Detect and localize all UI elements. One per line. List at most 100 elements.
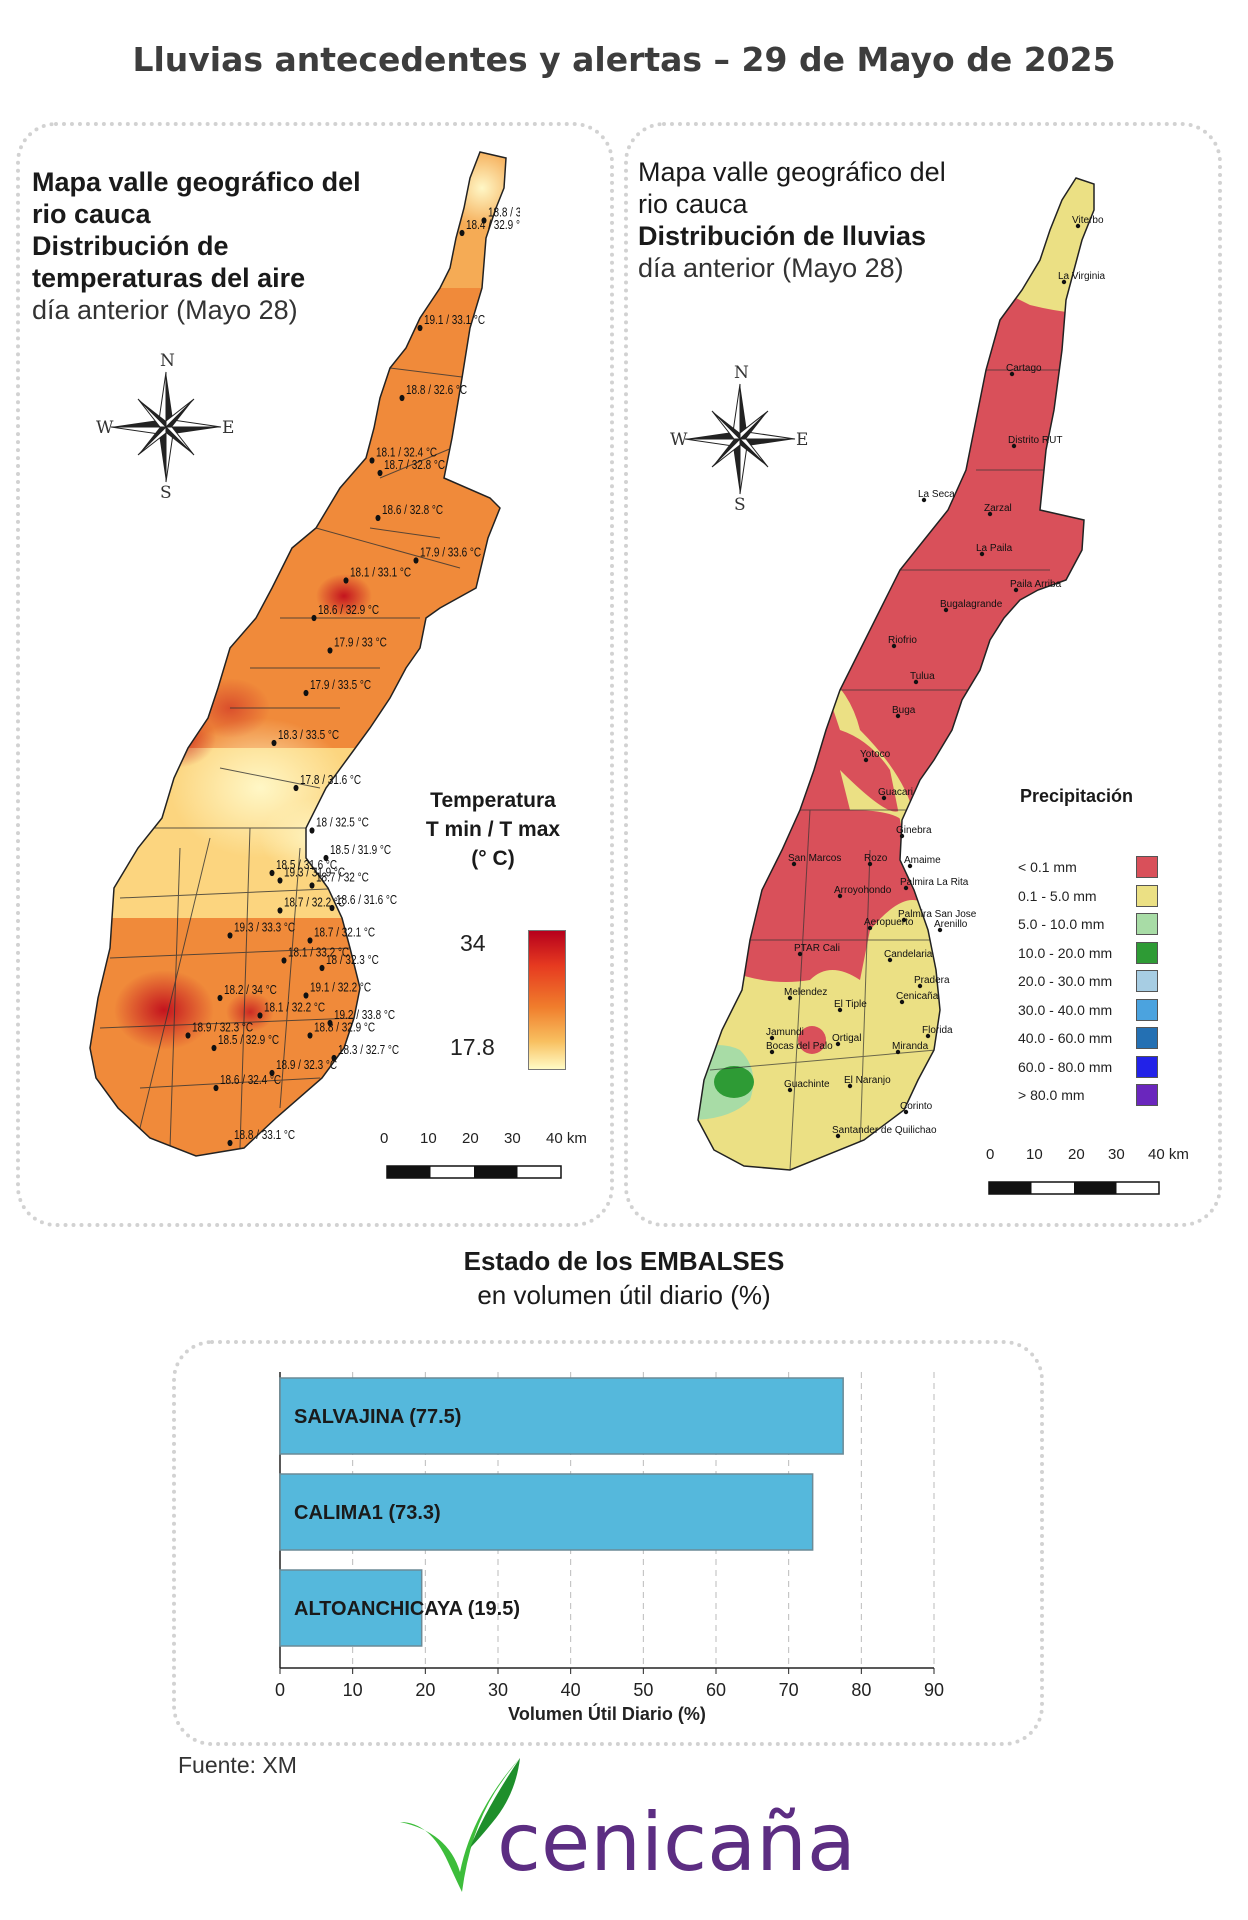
place-label: Bugalagrande <box>940 599 1003 610</box>
place-label: Viterbo <box>1072 215 1104 226</box>
legend-label: 40.0 - 60.0 mm <box>1018 1030 1113 1046</box>
place-label: La Virginia <box>1058 271 1106 282</box>
place-marker <box>791 861 797 867</box>
station-marker <box>185 1032 191 1039</box>
station-marker <box>481 217 487 224</box>
temp-legend-line: (° C) <box>471 847 515 870</box>
rain-map: Viterbo La Virginia Cartago Distrito RUT La … <box>697 177 1106 1171</box>
station-label: 19.3 / 31.9 °C <box>284 867 345 880</box>
place-label: Santander de Quilichao <box>832 1125 937 1136</box>
place-marker <box>921 497 927 503</box>
x-tick-label: 80 <box>851 1680 871 1700</box>
place-label: El Tiple <box>834 999 867 1010</box>
place-marker <box>913 679 919 685</box>
place-label: Candelaria <box>884 949 933 960</box>
source-note: Fuente: XM <box>178 1752 297 1778</box>
scale-label: 30 <box>1108 1146 1125 1163</box>
station-marker <box>307 1032 313 1039</box>
reservoirs-bar-chart: 0 10 20 30 40 50 60 70 80 90 Volumen Útil Diario (… <box>275 1372 944 1724</box>
station-marker <box>303 992 309 999</box>
station-label: 18.9 / 32.3 °C <box>276 1059 337 1072</box>
rain-scale-bar <box>988 1181 1160 1195</box>
scale-label: 30 <box>504 1130 521 1147</box>
station-marker <box>459 229 465 237</box>
temp-title-line: Distribución de <box>32 231 229 261</box>
place-marker <box>979 551 985 557</box>
scale-label: 40 km <box>546 1130 587 1147</box>
place-marker <box>937 927 943 933</box>
place-label: Palmira La Rita <box>900 877 969 888</box>
scale-label: 40 km <box>1148 1146 1189 1163</box>
place-marker <box>847 1083 853 1089</box>
temp-title-line: Mapa valle geográfico del <box>32 167 361 197</box>
leaf-check-icon <box>400 1758 520 1892</box>
place-marker <box>769 1049 775 1055</box>
place-label: Tulua <box>910 671 935 682</box>
station-marker <box>217 994 223 1002</box>
x-tick-label: 0 <box>275 1680 285 1700</box>
precipitation-legend-item: < 0.1 mm <box>1018 856 1158 880</box>
rain-title-line: Distribución de lluvias <box>638 221 927 251</box>
place-marker <box>1011 443 1017 449</box>
place-marker <box>837 893 843 899</box>
place-label: Corinto <box>900 1101 933 1112</box>
temperature-scale-labels: 0 10 20 30 40 km <box>380 1130 600 1150</box>
station-label: 18.5 / 31.9 °C <box>330 844 391 857</box>
place-label: Paila Arriba <box>1010 579 1062 590</box>
station-marker <box>277 907 283 914</box>
x-tick-label: 40 <box>561 1680 581 1700</box>
place-label: Buga <box>892 705 916 716</box>
legend-swatch <box>1136 856 1158 878</box>
x-tick-label: 50 <box>633 1680 653 1700</box>
station-label: 17.8 / 31.6 °C <box>300 774 361 787</box>
x-tick-label: 20 <box>415 1680 435 1700</box>
place-label: San Marcos <box>788 853 841 864</box>
place-marker <box>835 1133 841 1139</box>
place-marker <box>797 951 803 957</box>
station-label: 18.7 / 32.1 °C <box>314 927 375 940</box>
station-label: 19.1 / 33.1 °C <box>424 314 485 327</box>
legend-label: 5.0 - 10.0 mm <box>1018 916 1105 932</box>
place-label: Guacari <box>878 787 913 798</box>
temperature-map-panel <box>16 122 614 1227</box>
place-label: Distrito RUT <box>1008 435 1062 446</box>
station-label: 18.1 / 32.4 °C <box>376 447 437 460</box>
legend-swatch <box>1136 884 1158 907</box>
station-label: 18.1 / 33.2 °C <box>288 947 349 960</box>
station-marker <box>269 1069 275 1077</box>
legend-label: 60.0 - 80.0 mm <box>1018 1058 1113 1075</box>
x-tick-label: 90 <box>924 1680 944 1700</box>
place-label: Cenicaña <box>896 991 939 1002</box>
station-label: 18.9 / 32.3 °C <box>192 1022 253 1035</box>
place-marker <box>867 925 873 931</box>
place-label: Arroyohondo <box>834 885 892 896</box>
station-label: 18.6 / 32.9 °C <box>318 604 379 617</box>
reservoirs-panel <box>172 1340 1044 1746</box>
station-label: 17.9 / 33 °C <box>334 637 387 650</box>
place-label: Aeropuerto <box>864 917 914 928</box>
bar-altoanchicaya <box>279 1569 423 1647</box>
station-label: 18.7 / 32 °C <box>316 872 369 885</box>
station-marker <box>303 689 309 697</box>
station-marker <box>269 869 275 877</box>
station-label: 19.3 / 33.3 °C <box>234 922 295 935</box>
place-label: La Paila <box>976 543 1013 554</box>
legend-swatch <box>1136 941 1158 964</box>
place-label: El Naranjo <box>844 1075 891 1086</box>
place-label: La Seca <box>918 489 955 500</box>
bar-label: SALVAJINA (77.5) <box>294 1406 462 1428</box>
station-label: 18.5 / 31.6 °C <box>276 859 337 872</box>
place-label: Jamundi <box>766 1027 804 1038</box>
station-label: 18.3 / 32.7 °C <box>338 1044 399 1057</box>
station-label: 18.1 / 32.2 °C <box>264 1002 325 1015</box>
station-label: 18.6 / 31.6 °C <box>336 894 397 907</box>
svg-text:E: E <box>796 430 808 450</box>
station-label: 18.1 / 33.1 °C <box>350 567 411 580</box>
station-label: 19.1 / 32.2 °C <box>310 982 371 995</box>
precipitation-legend-item: 5.0 - 10.0 mm <box>1018 913 1158 937</box>
svg-text:E: E <box>222 418 234 438</box>
station-marker <box>323 854 329 862</box>
temperature-scale-bar <box>386 1165 562 1179</box>
compass-rose-icon: N S W E <box>96 352 234 502</box>
place-label: Bocas del Palo <box>766 1041 833 1052</box>
